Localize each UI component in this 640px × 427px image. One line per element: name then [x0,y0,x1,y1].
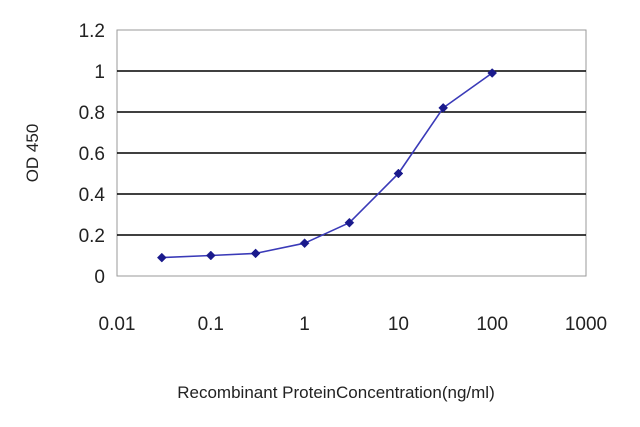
data-point [205,250,216,261]
y-tick-label: 0.2 [79,226,105,247]
data-point [250,248,261,259]
y-tick-label: 1.2 [79,21,105,42]
x-tick-label: 1 [299,314,310,335]
x-tick-label: 0.01 [99,314,136,335]
data-point [344,217,355,228]
y-tick-labels: 0 0.2 0.4 0.6 0.8 1 1.2 [79,21,106,288]
x-tick-label: 1000 [565,314,607,335]
data-point [487,68,498,78]
x-tick-label: 100 [476,314,508,335]
data-point [393,168,404,179]
x-tick-label: 0.1 [198,314,224,335]
y-tick-label: 1 [94,62,105,83]
y-tick-label: 0.6 [79,144,105,165]
series-polyline [161,72,493,259]
gridlines [117,70,586,236]
x-axis-title: Recombinant ProteinConcentration(ng/ml) [177,383,495,402]
series-line [161,72,493,259]
x-tick-label: 10 [388,314,409,335]
data-point [299,238,310,249]
y-axis-title: OD 450 [23,124,42,183]
data-point [156,252,167,263]
series-markers [156,68,498,263]
y-tick-label: 0.8 [79,103,105,124]
y-tick-label: 0.4 [79,185,106,206]
y-tick-label: 0 [94,267,105,288]
x-tick-labels: 0.01 0.1 1 10 100 1000 [99,314,608,335]
data-point [438,103,449,113]
